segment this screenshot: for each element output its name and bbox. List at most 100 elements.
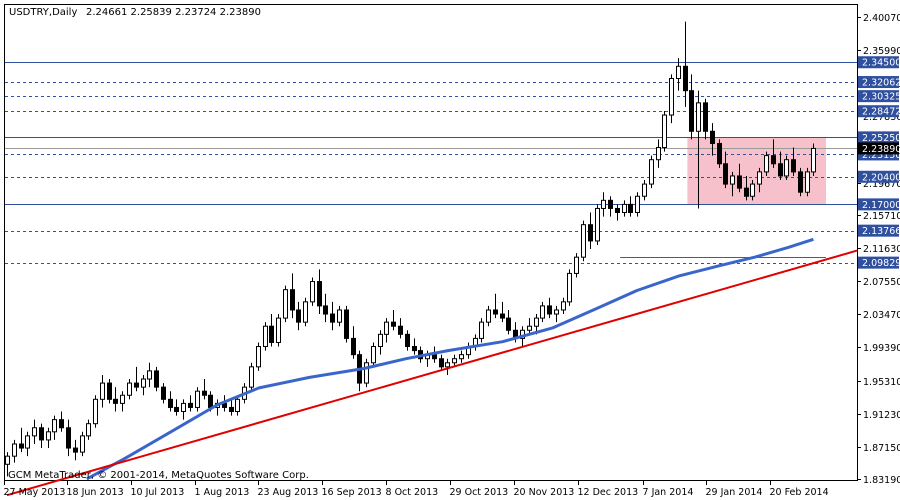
current-price-label: 2.23890: [858, 142, 900, 155]
candle-119: [811, 143, 816, 176]
plot-frame: [4, 4, 858, 481]
y-tick-label-13: 1.87150: [863, 443, 900, 454]
candle-body: [296, 309, 301, 323]
level-label-box: [858, 170, 899, 183]
y-tick-label-8: 2.07550: [863, 277, 900, 288]
candle-21: [147, 362, 152, 388]
candle-25: [174, 399, 179, 416]
x-tick-label-0: 27 May 2013: [4, 487, 66, 498]
candle-body: [195, 390, 200, 408]
candle-body: [188, 402, 193, 408]
candle-82: [561, 297, 566, 315]
candle-body: [608, 199, 613, 209]
candle-body: [127, 382, 132, 396]
candle-body: [635, 195, 640, 214]
current-price-text: 2.23890: [862, 144, 900, 155]
candle-2: [19, 427, 24, 453]
level-label-1: 2.32062: [858, 76, 900, 89]
candle-body: [676, 65, 681, 79]
moving-average-line: [86, 237, 814, 481]
candle-85: [581, 220, 586, 262]
candle-93: [635, 192, 640, 217]
candle-60: [412, 338, 417, 355]
candle-body: [595, 207, 600, 242]
x-tick-label-3: 1 Aug 2013: [195, 487, 250, 498]
candle-body: [615, 207, 620, 214]
candle-26: [181, 399, 186, 420]
candle-body: [100, 382, 105, 400]
candle-body: [249, 366, 254, 388]
candle-body: [141, 378, 146, 388]
candle-19: [134, 366, 139, 392]
candle-body: [649, 159, 654, 185]
level-label-box: [858, 131, 899, 144]
candle-95: [649, 155, 654, 189]
candle-body: [317, 281, 322, 307]
candle-97: [662, 110, 667, 152]
candle-17: [120, 391, 125, 412]
level-label-box: [858, 256, 899, 269]
ohlc-readout: 2.24661 2.25839 2.23724 2.23890: [86, 7, 261, 18]
y-tick-label-10: 1.99390: [863, 343, 900, 354]
candle-11: [80, 431, 85, 457]
candle-89: [608, 196, 613, 217]
candle-118: [805, 167, 810, 197]
candle-body: [276, 317, 281, 343]
candle-55: [378, 330, 383, 355]
candle-103: [703, 98, 708, 140]
candle-body: [601, 199, 606, 209]
candle-49: [337, 305, 342, 327]
candle-body: [263, 325, 268, 348]
candle-body: [540, 305, 545, 319]
y-tick-label-7: 2.11630: [863, 244, 900, 255]
level-label-box: [858, 224, 899, 237]
candle-body: [391, 321, 396, 327]
x-tick-label-12: 20 Feb 2014: [770, 487, 829, 498]
candle-body: [256, 346, 261, 368]
candle-59: [405, 330, 410, 351]
candle-96: [656, 139, 661, 168]
candle-body: [86, 423, 91, 437]
candle-body: [235, 398, 240, 413]
candle-body: [147, 370, 152, 380]
candle-70: [479, 318, 484, 343]
level-label-text: 2.13766: [862, 226, 900, 237]
candle-72: [493, 293, 498, 319]
candle-41: [283, 285, 288, 323]
x-tick-label-11: 29 Jan 2014: [706, 487, 763, 498]
candle-37: [256, 342, 261, 371]
candle-80: [547, 297, 552, 319]
candle-body: [283, 289, 288, 319]
candle-7: [52, 415, 57, 440]
level-label-text: 2.34500: [862, 58, 900, 69]
candle-body: [622, 203, 627, 214]
candle-body: [628, 203, 633, 214]
level-label-text: 2.30325: [862, 92, 900, 103]
candle-39: [269, 314, 274, 347]
candle-98: [669, 74, 674, 124]
candle-74: [506, 309, 511, 335]
y-tick-label-6: 2.15710: [863, 211, 900, 222]
candle-body: [371, 346, 376, 364]
candle-body: [669, 77, 674, 116]
candle-67: [459, 350, 464, 363]
candle-108: [737, 163, 742, 193]
candle-body: [398, 325, 403, 335]
candle-107: [730, 171, 735, 197]
level-label-3: 2.28472: [858, 105, 900, 118]
candle-body: [445, 362, 450, 368]
candle-104: [710, 123, 715, 156]
candle-66: [452, 354, 457, 367]
candle-64: [439, 354, 444, 371]
candle-body: [432, 354, 437, 360]
candle-body: [744, 187, 749, 197]
candle-28: [195, 387, 200, 412]
consolidation-range-box: [687, 137, 826, 205]
candle-body: [19, 443, 24, 449]
y-tick-label-5: 2.19670: [863, 179, 900, 190]
candle-44: [303, 297, 308, 327]
candle-body: [66, 427, 71, 449]
candle-110: [750, 180, 755, 201]
candle-83: [567, 269, 572, 306]
